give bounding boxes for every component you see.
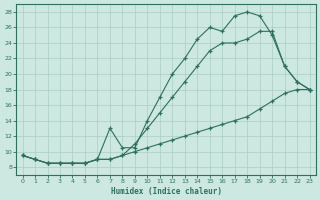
X-axis label: Humidex (Indice chaleur): Humidex (Indice chaleur): [111, 187, 221, 196]
